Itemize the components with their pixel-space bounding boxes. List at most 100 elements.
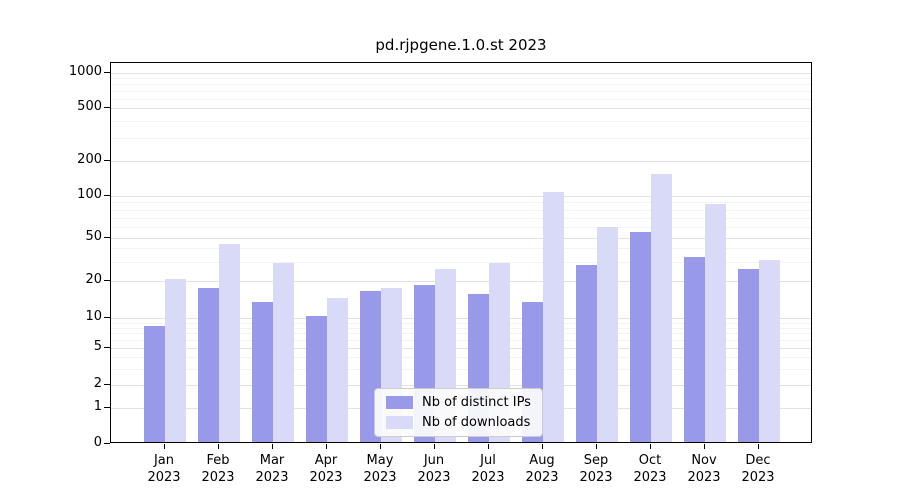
bar-distinct-ips-mar <box>252 302 273 442</box>
y-tick-mark <box>104 107 110 108</box>
x-tick-label-jan: Jan 2023 <box>147 453 181 485</box>
minor-gridline <box>111 98 811 100</box>
bar-distinct-ips-sep <box>576 264 597 442</box>
plot-area: Nb of distinct IPs Nb of downloads <box>110 62 812 443</box>
bar-downloads-apr <box>327 298 348 442</box>
x-tick-mark <box>380 444 381 449</box>
x-tick-label-aug: Aug 2023 <box>525 453 559 485</box>
major-gridline <box>111 318 811 319</box>
minor-gridline <box>111 226 811 228</box>
legend: Nb of distinct IPs Nb of downloads <box>374 388 543 437</box>
minor-gridline <box>111 368 811 370</box>
y-tick-mark <box>104 443 110 444</box>
bar-distinct-ips-nov <box>684 256 705 442</box>
legend-item-distinct-ips: Nb of distinct IPs <box>386 395 531 410</box>
y-tick-label-1: 1 <box>93 399 102 414</box>
minor-gridline <box>111 327 811 329</box>
minor-gridline <box>111 137 811 139</box>
y-tick-mark <box>104 317 110 318</box>
legend-label-downloads: Nb of downloads <box>422 415 531 430</box>
x-tick-mark <box>434 444 435 449</box>
legend-swatch-distinct-ips <box>386 396 413 409</box>
y-tick-label-5: 5 <box>93 339 102 354</box>
major-gridline <box>111 238 811 239</box>
bar-distinct-ips-feb <box>198 287 219 442</box>
x-tick-mark <box>650 444 651 449</box>
legend-swatch-downloads <box>386 416 413 429</box>
x-tick-mark <box>542 444 543 449</box>
major-gridline <box>111 108 811 109</box>
y-tick-label-50: 50 <box>85 229 102 244</box>
minor-gridline <box>111 202 811 204</box>
legend-item-downloads: Nb of downloads <box>386 415 531 430</box>
minor-gridline <box>111 84 811 86</box>
x-tick-mark <box>488 444 489 449</box>
bar-distinct-ips-jan <box>144 325 165 442</box>
x-tick-mark <box>326 444 327 449</box>
y-tick-mark <box>104 347 110 348</box>
bar-downloads-feb <box>219 244 240 442</box>
y-tick-mark <box>104 72 110 73</box>
minor-gridline <box>111 78 811 80</box>
y-tick-label-1000: 1000 <box>68 64 102 79</box>
y-tick-label-0: 0 <box>93 435 102 450</box>
x-tick-mark <box>164 444 165 449</box>
bar-downloads-nov <box>705 203 726 442</box>
x-tick-mark <box>758 444 759 449</box>
major-gridline <box>111 161 811 162</box>
y-tick-mark <box>104 384 110 385</box>
x-tick-mark <box>272 444 273 449</box>
x-tick-label-mar: Mar 2023 <box>255 453 289 485</box>
bar-distinct-ips-apr <box>306 316 327 442</box>
x-tick-label-jul: Jul 2023 <box>471 453 505 485</box>
bar-downloads-aug <box>543 191 564 442</box>
y-tick-label-500: 500 <box>77 99 102 114</box>
bar-downloads-oct <box>651 173 672 442</box>
x-tick-mark <box>596 444 597 449</box>
legend-label-distinct-ips: Nb of distinct IPs <box>422 395 531 410</box>
bar-distinct-ips-oct <box>630 232 651 442</box>
y-tick-label-20: 20 <box>85 272 102 287</box>
y-tick-label-200: 200 <box>77 152 102 167</box>
y-tick-mark <box>104 160 110 161</box>
minor-gridline <box>111 322 811 324</box>
x-tick-label-dec: Dec 2023 <box>741 453 775 485</box>
x-tick-mark <box>218 444 219 449</box>
x-tick-label-oct: Oct 2023 <box>633 453 667 485</box>
x-tick-label-jun: Jun 2023 <box>417 453 451 485</box>
y-tick-label-10: 10 <box>85 309 102 324</box>
major-gridline <box>111 385 811 386</box>
minor-gridline <box>111 217 811 219</box>
y-tick-label-2: 2 <box>93 376 102 391</box>
major-gridline <box>111 348 811 349</box>
y-tick-mark <box>104 237 110 238</box>
y-tick-label-100: 100 <box>77 187 102 202</box>
bar-downloads-jan <box>165 279 186 442</box>
y-tick-mark <box>104 407 110 408</box>
major-gridline <box>111 73 811 74</box>
bar-distinct-ips-dec <box>738 268 759 442</box>
x-tick-label-nov: Nov 2023 <box>687 453 721 485</box>
minor-gridline <box>111 261 811 263</box>
y-tick-mark <box>104 195 110 196</box>
major-gridline <box>111 281 811 282</box>
x-tick-label-sep: Sep 2023 <box>579 453 613 485</box>
minor-gridline <box>111 248 811 250</box>
x-tick-label-may: May 2023 <box>363 453 397 485</box>
chart-title: pd.rjpgene.1.0.st 2023 <box>375 36 547 54</box>
x-tick-label-feb: Feb 2023 <box>201 453 235 485</box>
major-gridline <box>111 196 811 197</box>
minor-gridline <box>111 357 811 358</box>
x-tick-mark <box>704 444 705 449</box>
bar-downloads-mar <box>273 263 294 442</box>
minor-gridline <box>111 333 811 335</box>
minor-gridline <box>111 209 811 211</box>
y-tick-mark <box>104 280 110 281</box>
minor-gridline <box>111 340 811 342</box>
minor-gridline <box>111 91 811 92</box>
minor-gridline <box>111 120 811 122</box>
bar-downloads-sep <box>597 227 618 442</box>
bar-downloads-dec <box>759 259 780 442</box>
x-tick-label-apr: Apr 2023 <box>309 453 343 485</box>
